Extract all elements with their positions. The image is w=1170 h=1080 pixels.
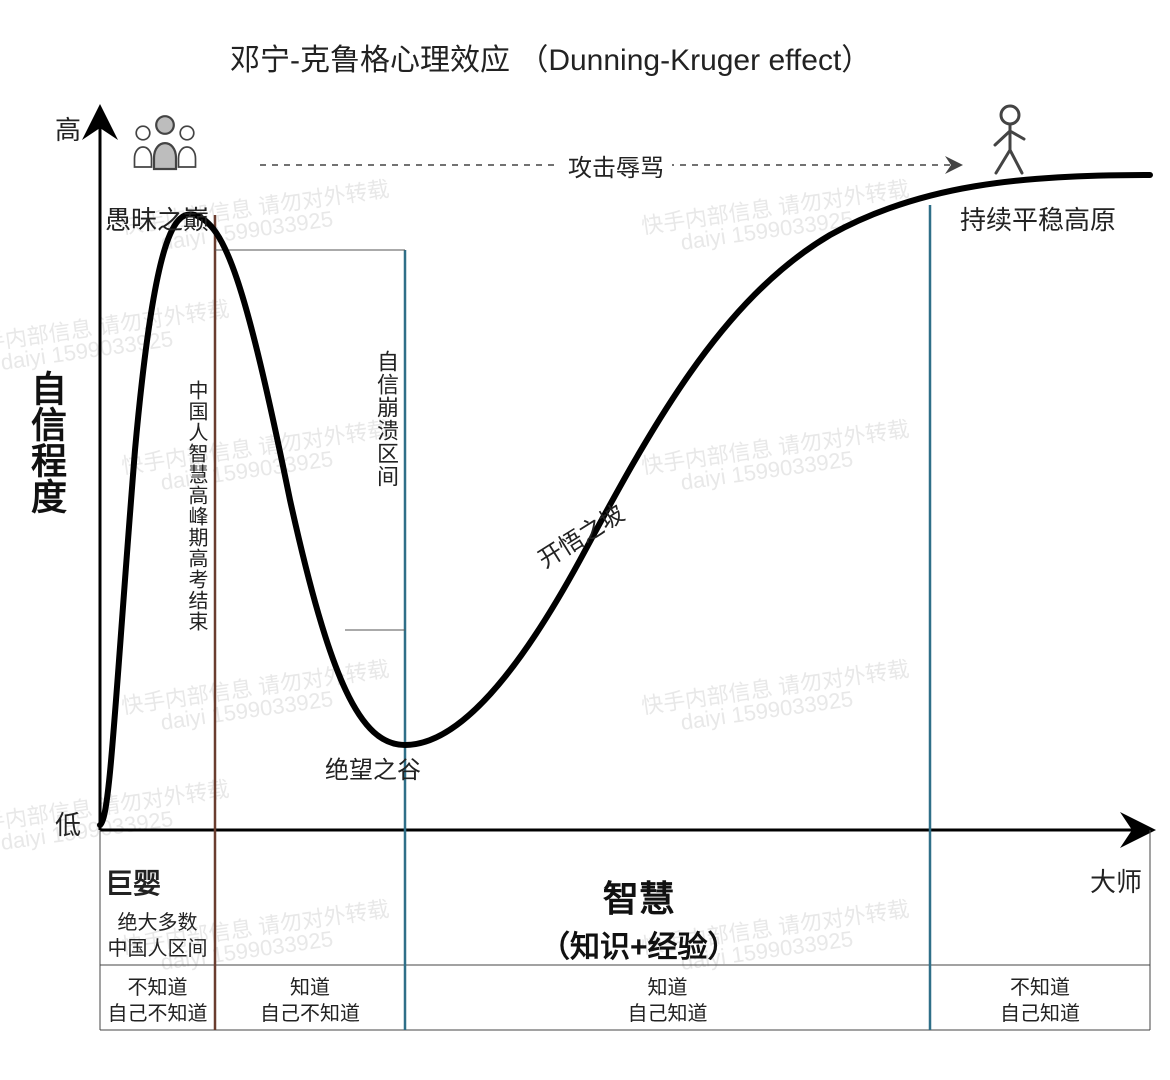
y-axis-high: 高: [55, 110, 81, 147]
diagram-container: 邓宁-克鲁格心理效应 （Dunning-Kruger effect） 快手内部信…: [0, 0, 1170, 1080]
x-axis-title: 智慧（知识+经验）: [540, 870, 738, 966]
x-axis-right-label: 大师: [1090, 862, 1142, 899]
x-segment-label: 知道自己知道: [405, 975, 930, 1027]
dashed-arrow-label: 攻击辱骂: [560, 148, 672, 183]
x-axis-left-sublabel: 绝大多数中国人区间: [100, 910, 215, 962]
walker-icon: [995, 106, 1024, 173]
crowd-icon: [135, 116, 196, 169]
peak-label: 愚昧之巅: [105, 200, 209, 237]
x-axis-left-label: 巨婴: [105, 862, 161, 902]
gap-vertical-label: 自信崩溃区间: [370, 350, 402, 488]
x-segment-label: 知道自己不知道: [215, 975, 405, 1027]
peak-vertical-label: 中国人智慧高峰期高考结束: [182, 380, 211, 632]
x-segment-label: 不知道自己知道: [930, 975, 1150, 1027]
y-axis-low: 低: [55, 805, 81, 842]
valley-label: 绝望之谷: [325, 750, 421, 785]
x-segment-label: 不知道自己不知道: [100, 975, 215, 1027]
y-axis-label: 自信程度: [20, 370, 72, 514]
plateau-label: 持续平稳高原: [960, 200, 1116, 237]
